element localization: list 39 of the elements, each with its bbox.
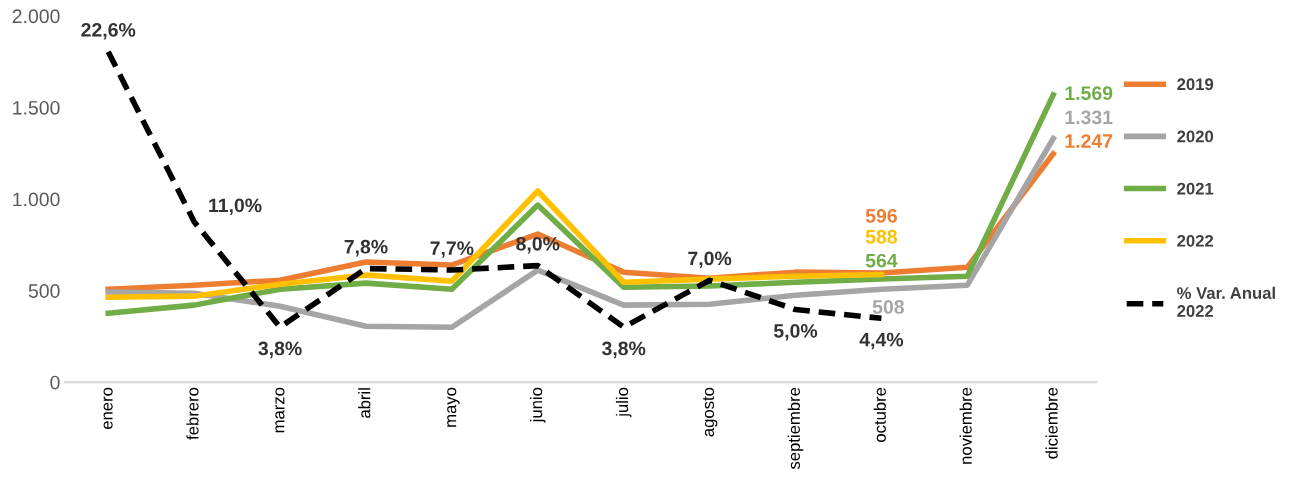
x-tick-label: enero xyxy=(103,387,113,429)
x-tick-label: mayo xyxy=(447,387,460,427)
y-tick-label: 2.000 xyxy=(12,9,60,24)
data-label: 7,0% xyxy=(688,251,732,269)
data-label: 22,6% xyxy=(81,22,136,40)
data-label: 3,8% xyxy=(601,341,646,359)
data-label: 5,0% xyxy=(773,323,818,341)
legend-label: % Var. Anual 2022 xyxy=(1177,286,1275,317)
x-tick-label: abril xyxy=(358,388,371,418)
x-tick-label: junio xyxy=(530,387,546,423)
x-tick-label: marzo xyxy=(275,387,285,433)
y-tick-label: 500 xyxy=(28,284,60,298)
y-tick-label: 0 xyxy=(50,375,60,390)
data-label: 596 xyxy=(865,208,897,223)
data-label: 1.331 xyxy=(1065,110,1113,125)
data-label: 4,4% xyxy=(859,332,904,350)
data-label: 8,0% xyxy=(516,236,560,254)
y-tick-label: 1.000 xyxy=(13,192,60,207)
data-label: 11,0% xyxy=(209,198,262,216)
legend-label: 2021 xyxy=(1177,182,1214,195)
data-label: 3,8% xyxy=(258,341,302,359)
data-label: 564 xyxy=(865,253,898,268)
data-label: 7,7% xyxy=(430,241,474,258)
y-tick-label: 1.500 xyxy=(13,100,60,115)
x-tick-label: agosto xyxy=(703,387,718,437)
data-label: 1.569 xyxy=(1065,86,1113,101)
x-tick-label: septiembre xyxy=(787,387,804,470)
data-label: 7,8% xyxy=(344,239,388,257)
x-tick-label: octubre xyxy=(873,387,886,442)
legend-label: 2019 xyxy=(1177,78,1214,91)
x-tick-label: febrero xyxy=(186,387,199,440)
x-tick-label: julio xyxy=(615,387,632,418)
data-label: 588 xyxy=(865,229,898,244)
data-label: 508 xyxy=(872,300,904,314)
x-tick-label: diciembre xyxy=(1045,387,1058,459)
legend-label: 2020 xyxy=(1177,130,1214,143)
x-tick-label: noviembre xyxy=(959,387,972,464)
legend-label: 2022 xyxy=(1177,234,1214,247)
data-label: 1.247 xyxy=(1065,134,1113,148)
